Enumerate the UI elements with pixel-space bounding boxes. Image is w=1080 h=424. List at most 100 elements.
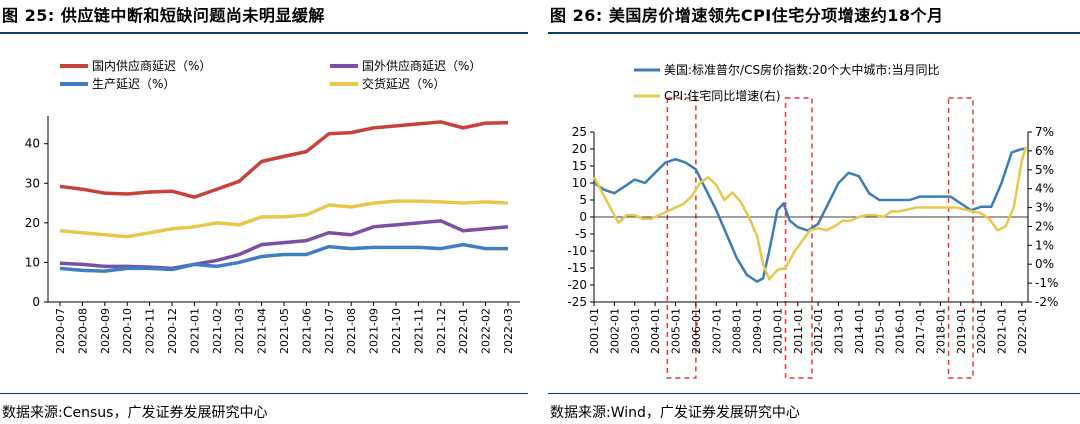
x-tick-label: 2020-09 xyxy=(99,308,112,354)
series-line-2 xyxy=(59,219,509,271)
x-tick-label: 2021-02 xyxy=(211,308,224,354)
x-tick-label: 2001-01 xyxy=(588,308,601,354)
chart-title-fig26: 图 26: 美国房价增速领先CPI住宅分项增速约18个月 xyxy=(550,2,944,26)
x-tick-label: 2020-12 xyxy=(166,308,179,354)
figure-title: 供应链中断和短缺问题尚未明显缓解 xyxy=(60,6,325,25)
right-tick-label: 0% xyxy=(1035,257,1054,271)
x-tick-label: 2022-01 xyxy=(1016,308,1029,354)
y-tick-label: 20 xyxy=(25,216,40,230)
x-tick-label: 2003-01 xyxy=(629,308,642,354)
source-divider xyxy=(0,393,528,394)
right-tick-label: 5% xyxy=(1035,163,1054,177)
legend-label: 国内供应商延迟（%） xyxy=(92,58,211,73)
x-tick-label: 2021-01 xyxy=(996,308,1009,354)
right-tick-label: 2% xyxy=(1035,219,1054,233)
x-tick-label: 2012-01 xyxy=(812,308,825,354)
x-tick-label: 2009-01 xyxy=(751,308,764,354)
x-tick-label: 2021-10 xyxy=(390,308,403,354)
legend-label: 美国:标准普尔/CS房价指数:20个大中城市:当月同比 xyxy=(664,62,939,77)
legend-label: 交货延迟（%） xyxy=(362,76,445,91)
highlight-box xyxy=(947,97,974,379)
x-tick-label: 2021-07 xyxy=(323,308,336,354)
highlight-box xyxy=(784,97,813,379)
legend: 美国:标准普尔/CS房价指数:20个大中城市:当月同比 CPI:住宅同比增速(右) xyxy=(634,62,939,103)
legend: 国内供应商延迟（%） 国外供应商延迟（%） 生产延迟（%） 交货延迟（%） xyxy=(60,58,481,91)
x-tick-label: 2022-01 xyxy=(457,308,470,354)
x-tick-label: 2005-01 xyxy=(670,308,683,354)
chart-svg-fig25: 国内供应商延迟（%） 国外供应商延迟（%） 生产延迟（%） 交货延迟（%） 0 10 20… xyxy=(25,58,520,354)
axes: -25 -20 -15 -10 -5 0 5 10 15 20 25 -2% -1% 0% 1% 2% 3% 4%… xyxy=(567,125,1058,354)
legend-label: CPI:住宅同比增速(右) xyxy=(664,88,781,103)
left-tick-label: 10 xyxy=(572,176,587,190)
y-tick-label: 40 xyxy=(25,137,40,151)
left-tick-label: 25 xyxy=(572,125,587,139)
legend-label: 生产延迟（%） xyxy=(92,77,175,91)
x-tick-label: 2019-01 xyxy=(955,308,968,354)
chart-svg-fig26: -25 -20 -15 -10 -5 0 5 10 15 20 25 -2% -1% 0% 1% 2% 3% 4%… xyxy=(567,62,1058,379)
y-tick-label: 30 xyxy=(25,176,40,190)
series-line-1 xyxy=(59,120,509,199)
figure-label: 图 26: xyxy=(550,6,603,25)
series-line-4 xyxy=(59,199,509,239)
y-tick-label: 10 xyxy=(25,255,40,269)
chart-area: 国内供应商延迟（%） 国外供应商延迟（%） 生产延迟（%） 交货延迟（%） 0 10 20… xyxy=(0,40,528,390)
series-line-3 xyxy=(59,242,508,273)
right-tick-label: -1% xyxy=(1035,276,1058,290)
left-tick-label: -20 xyxy=(567,278,587,292)
right-tick-label: 7% xyxy=(1035,125,1054,139)
left-tick-label: 20 xyxy=(572,142,587,156)
x-tick-label: 2021-05 xyxy=(278,308,291,354)
x-tick-label: 2022-02 xyxy=(480,308,493,354)
x-tick-label: 2020-07 xyxy=(54,308,67,354)
x-tick-label: 2021-11 xyxy=(412,308,425,354)
x-tick-label: 2013-01 xyxy=(833,308,846,354)
right-tick-label: -2% xyxy=(1035,295,1058,309)
x-tick-label: 2006-01 xyxy=(690,308,703,354)
x-tick-label: 2015-01 xyxy=(873,308,886,354)
y-tick-label: 0 xyxy=(32,295,40,309)
x-tick-label: 2007-01 xyxy=(710,308,723,354)
x-tick-label: 2016-01 xyxy=(894,308,907,354)
right-tick-label: 3% xyxy=(1035,201,1054,215)
x-tick-label: 2021-09 xyxy=(368,308,381,354)
x-tick-label: 2004-01 xyxy=(649,308,662,354)
x-tick-label: 2008-01 xyxy=(731,308,744,354)
left-tick-label: -15 xyxy=(567,261,587,275)
series-lines xyxy=(592,146,1028,283)
right-tick-label: 6% xyxy=(1035,144,1054,158)
x-tick-label: 2021-04 xyxy=(256,308,269,354)
x-tick-label: 2020-08 xyxy=(76,308,89,354)
x-tick-label: 2018-01 xyxy=(934,308,947,354)
left-tick-label: -5 xyxy=(575,227,587,241)
left-tick-label: 0 xyxy=(579,210,587,224)
x-tick-label: 2021-03 xyxy=(233,308,246,354)
source-note: 数据来源:Census，广发证券发展研究中心 xyxy=(2,405,268,421)
highlight-boxes xyxy=(666,97,974,379)
x-tick-label: 2010-01 xyxy=(771,308,784,354)
figure-label: 图 25: xyxy=(2,6,55,25)
axes: 0 10 20 30 40 2020-07 2020-08 2020-09 2020-10 202… xyxy=(25,116,520,354)
x-tick-label: 2020-01 xyxy=(975,308,988,354)
left-tick-label: -10 xyxy=(567,244,587,258)
source-divider xyxy=(548,393,1080,394)
x-tick-label: 2002-01 xyxy=(608,308,621,354)
chart-area: -25 -20 -15 -10 -5 0 5 10 15 20 25 -2% -1% 0% 1% 2% 3% 4%… xyxy=(548,40,1080,390)
right-tick-label: 4% xyxy=(1035,182,1054,196)
right-tick-label: 1% xyxy=(1035,238,1054,252)
x-tick-label: 2021-12 xyxy=(435,308,448,354)
chart-panel-supply-chain: 图 25: 供应链中断和短缺问题尚未明显缓解 国内供应商延迟（%） 国外供应商延迟… xyxy=(0,0,528,424)
left-tick-label: 15 xyxy=(572,159,587,173)
x-tick-label: 2021-08 xyxy=(345,308,358,354)
x-tick-label: 2020-10 xyxy=(121,308,134,354)
x-tick-label: 2022-03 xyxy=(502,308,515,354)
x-tick-label: 2021-06 xyxy=(300,308,313,354)
title-divider xyxy=(548,32,1080,34)
source-note: 数据来源:Wind，广发证券发展研究中心 xyxy=(550,405,800,421)
figure-title: 美国房价增速领先CPI住宅分项增速约18个月 xyxy=(608,6,944,25)
chart-panel-house-price: 图 26: 美国房价增速领先CPI住宅分项增速约18个月 -25 -20 -15 -1… xyxy=(548,0,1080,424)
x-tick-label: 2014-01 xyxy=(853,308,866,354)
series-line-2 xyxy=(592,146,1028,281)
series-line-1 xyxy=(593,147,1026,283)
x-tick-label: 2021-01 xyxy=(188,308,201,354)
title-divider xyxy=(0,32,528,34)
